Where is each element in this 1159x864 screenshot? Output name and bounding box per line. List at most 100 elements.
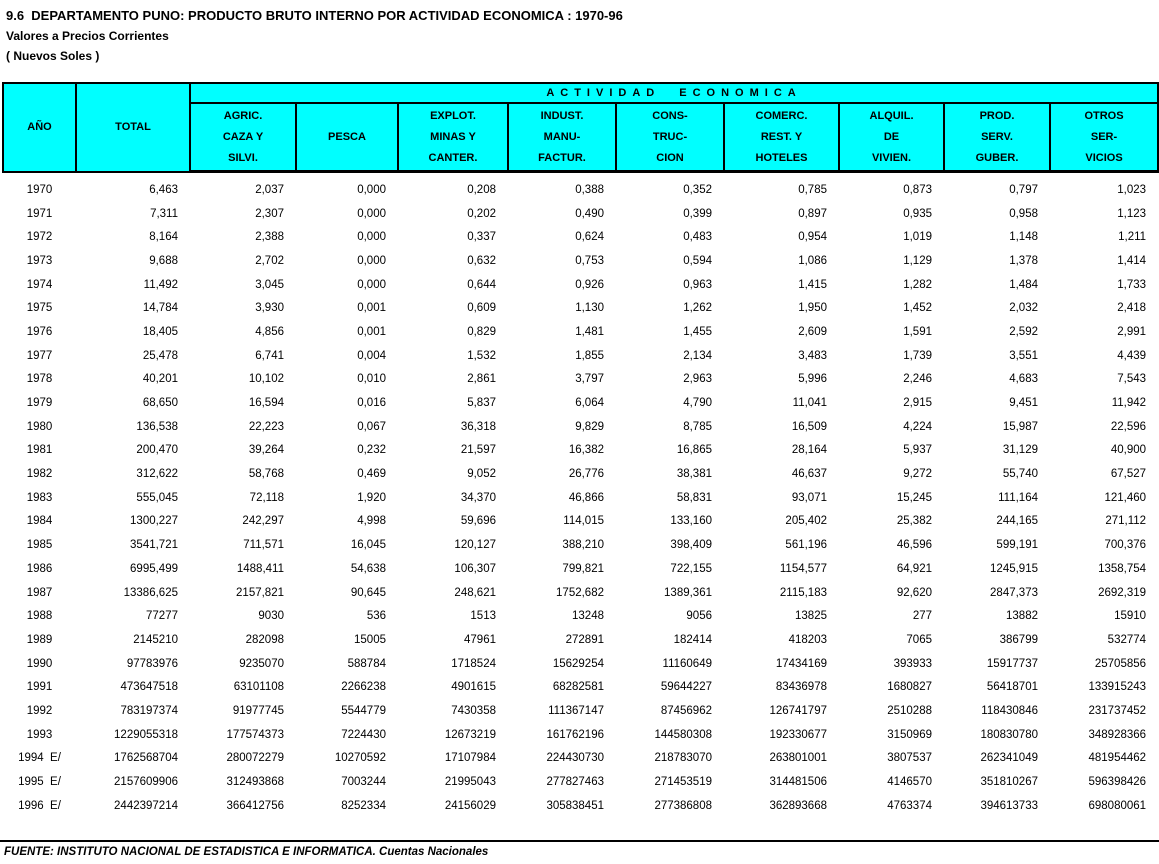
value-cell: 46,866 (568, 491, 604, 504)
value-cell: 144580308 (654, 728, 712, 741)
value-cell: 1,023 (1117, 183, 1147, 196)
value-cell: 2,991 (1117, 325, 1147, 338)
value-cell: 277827463 (546, 776, 604, 789)
value-cell: 22,223 (248, 420, 284, 433)
column-group-actividad-economica: ACTIVIDAD ECONOMICA (188, 82, 1159, 104)
title-block: 9.6 DEPARTAMENTO PUNO: PRODUCTO BRUTO IN… (0, 0, 1159, 66)
value-cell: 91977745 (232, 704, 284, 717)
value-cell: 0,632 (467, 254, 496, 267)
value-cell: 312493868 (226, 776, 284, 789)
value-cell: 4,683 (1009, 373, 1038, 386)
year-cell: 1982 (26, 468, 53, 481)
year-cell: 1973 (26, 254, 53, 267)
column-header-line: SILVI. (228, 151, 258, 164)
year-cell: 1978 (26, 373, 53, 386)
column-header-line: CAZA Y (222, 130, 264, 143)
value-cell: 0,352 (683, 183, 712, 196)
value-cell: 3,045 (255, 278, 284, 291)
column-header-total: TOTAL (75, 82, 191, 173)
column-header-otros: OTROS SER- VICIOS (1048, 102, 1159, 173)
value-cell: 47961 (464, 633, 496, 646)
value-cell: 9,272 (903, 468, 932, 481)
value-cell: 0,399 (683, 207, 712, 220)
value-cell: 0,797 (1009, 183, 1038, 196)
value-cell: 192330677 (769, 728, 827, 741)
value-cell: 588784 (347, 657, 386, 670)
value-cell: 2145210 (133, 633, 178, 646)
table-row: 1990 97783976 9235070 588784 1718524 15629254… (3, 652, 1158, 676)
value-cell: 13248 (572, 610, 604, 623)
value-cell: 418203 (788, 633, 827, 646)
year-cell: 1972 (26, 231, 53, 244)
value-cell: 0,000 (357, 278, 386, 291)
value-cell: 111367147 (548, 704, 604, 717)
value-cell: 31,129 (1002, 444, 1038, 457)
value-cell: 0,388 (575, 183, 604, 196)
value-cell: 0,873 (903, 183, 932, 196)
year-cell: 1979 (26, 397, 53, 410)
value-cell: 536 (366, 610, 386, 623)
value-cell: 9,451 (1009, 397, 1038, 410)
table-body: 1970 6,463 2,037 0,000 0,208 0,388 0,352 0,785 0… (3, 172, 1158, 818)
value-cell: 15,245 (896, 491, 932, 504)
value-cell: 93,071 (791, 491, 827, 504)
value-cell: 0,004 (357, 349, 386, 362)
value-cell: 55,740 (1002, 468, 1038, 481)
value-cell: 46,637 (791, 468, 827, 481)
value-cell: 1,950 (798, 302, 827, 315)
value-cell: 1,123 (1117, 207, 1147, 220)
value-cell: 9,829 (575, 420, 604, 433)
value-cell: 1,484 (1009, 278, 1038, 291)
value-cell: 6,064 (575, 397, 604, 410)
column-header-ano: AÑO (2, 82, 77, 173)
year-cell: 1975 (26, 302, 53, 315)
value-cell: 4,998 (357, 515, 386, 528)
value-cell: 1389,361 (664, 586, 712, 599)
value-cell: 0,202 (467, 207, 496, 220)
value-cell: 0,594 (683, 254, 712, 267)
column-header-alquil: ALQUIL. DE VIVIEN. (838, 102, 945, 173)
value-cell: 25,478 (142, 349, 178, 362)
value-cell: 386799 (999, 633, 1038, 646)
value-cell: 3,551 (1009, 349, 1038, 362)
value-cell: 1358,754 (1098, 562, 1147, 575)
value-cell: 561,196 (785, 539, 827, 552)
value-cell: 17107984 (444, 752, 496, 765)
column-header-line: DE (883, 130, 900, 143)
value-cell: 133915243 (1088, 681, 1147, 694)
column-header-line: VICIOS (1085, 151, 1123, 164)
value-cell: 0,469 (357, 468, 386, 481)
column-header-line: MINAS Y (430, 130, 476, 143)
value-cell: 2,963 (683, 373, 712, 386)
value-cell: 136,538 (136, 420, 178, 433)
year-cell: 1995 E/ (18, 776, 61, 789)
value-cell: 58,768 (248, 468, 284, 481)
column-header-indust: INDUST. MANU- FACTUR. (507, 102, 617, 173)
value-cell: 9,052 (467, 468, 496, 481)
value-cell: 21995043 (444, 776, 496, 789)
value-cell: 21,597 (460, 444, 496, 457)
value-cell: 2,418 (1117, 302, 1147, 315)
value-cell: 46,596 (896, 539, 932, 552)
value-cell: 64,921 (896, 562, 932, 575)
value-cell: 1,262 (683, 302, 712, 315)
value-cell: 9235070 (239, 657, 284, 670)
value-cell: 277 (912, 610, 932, 623)
value-cell: 59,696 (460, 515, 496, 528)
table-row: 1989 2145210 282098 15005 47961 272891 182414 4… (3, 628, 1158, 652)
value-cell: 473647518 (120, 681, 178, 694)
value-cell: 2157609906 (114, 776, 178, 789)
value-cell: 92,620 (896, 586, 932, 599)
value-cell: 1229055318 (114, 728, 178, 741)
value-cell: 272891 (565, 633, 604, 646)
value-cell: 0,785 (798, 183, 827, 196)
value-cell: 97783976 (126, 657, 178, 670)
table-row: 1993 1229055318 177574373 7224430 12673219 16… (3, 723, 1158, 747)
table-row: 1988 77277 9030 536 1513 13248 9056 13825 277 138… (3, 604, 1158, 628)
value-cell: 0,935 (903, 207, 932, 220)
value-cell: 16,509 (791, 420, 827, 433)
value-cell: 783197374 (120, 704, 178, 717)
value-cell: 4901615 (451, 681, 496, 694)
value-cell: 1,019 (903, 231, 932, 244)
value-cell: 1300,227 (130, 515, 178, 528)
